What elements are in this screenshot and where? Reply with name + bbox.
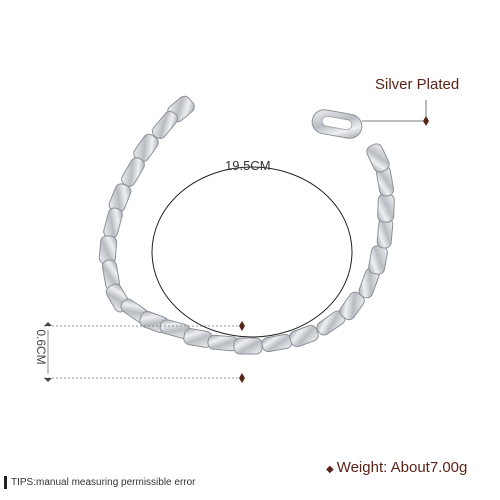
width-arrow-top (239, 321, 245, 331)
width-arrow-left-bottom (44, 378, 52, 382)
weight-line: ◆ Weight: About7.00g (326, 459, 467, 476)
bullet-icon: ◆ (326, 464, 334, 475)
width-arrow-bottom (239, 373, 245, 383)
weight-label: Weight: About7.00g (336, 459, 468, 476)
material-label: Silver Plated (375, 76, 460, 93)
width-arrow-left-top (44, 322, 52, 326)
length-label: 19.5CM (225, 158, 271, 173)
material-leader-line (362, 100, 429, 126)
width-label: 0.6CM (34, 329, 48, 365)
length-ellipse (151, 166, 353, 338)
tips-line: TIPS:manual measuring permissible error (4, 475, 196, 489)
lobster-clasp (311, 109, 363, 139)
width-dimension (44, 325, 242, 379)
tips-bar-icon (4, 475, 7, 489)
bracelet-chain (98, 95, 395, 355)
tips-text: TIPS:manual measuring permissible error (11, 476, 196, 488)
